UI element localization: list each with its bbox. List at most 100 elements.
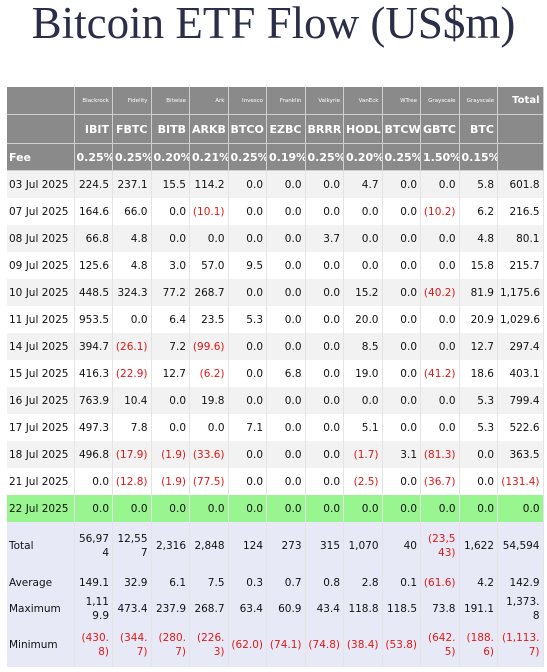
summary-value: (226.3) (189, 623, 229, 667)
flow-value: 0.0 (459, 468, 498, 495)
flow-value: 799.4 (497, 387, 544, 414)
issuer: Grayscale (420, 87, 460, 115)
flow-value: 0.0 (420, 306, 460, 333)
flow-value: 394.7 (74, 333, 113, 360)
summary-value: 6.1 (151, 570, 190, 595)
ticker: ARKB (189, 114, 229, 144)
flow-value: 416.3 (74, 360, 113, 387)
flow-value: 7.1 (228, 414, 267, 441)
flow-value: 0.0 (305, 414, 344, 441)
date: 07 Jul 2025 (7, 198, 75, 225)
flow-value: 125.6 (74, 252, 113, 279)
flow-value: 0.0 (343, 252, 383, 279)
flow-value: 953.5 (74, 306, 113, 333)
summary-row: Total 56,974 12,557 2,316 2,848 124 273 315 1,07… (7, 522, 544, 570)
flow-value: 0.0 (266, 279, 306, 306)
summary-row: Average 149.1 32.9 6.1 7.5 0.3 0.7 0.8 2.8 0.1 (61… (7, 570, 544, 595)
daily-row: 07 Jul 2025 164.6 66.0 0.0 (10.1) 0.0 0.0 0.0 0.… (7, 198, 544, 225)
fee: 0.25% (228, 143, 267, 171)
flow-value: 0.0 (305, 441, 344, 468)
ticker: BTC (459, 114, 498, 144)
ticker: BTCW (382, 114, 421, 144)
date: 10 Jul 2025 (7, 279, 75, 306)
flow-value: 0.0 (266, 441, 306, 468)
ticker: BRRR (305, 114, 344, 144)
flow-value: 0.0 (420, 414, 460, 441)
flow-value: 20.0 (343, 306, 383, 333)
fee: 0.25% (305, 143, 344, 171)
flow-value: 0.0 (151, 495, 190, 522)
flow-value: 215.7 (497, 252, 544, 279)
flow-value: 4.8 (112, 252, 152, 279)
flow-value: 0.0 (305, 306, 344, 333)
flow-value: 0.0 (266, 333, 306, 360)
summary-value: 0.1 (382, 570, 421, 595)
flow-value: 0.0 (382, 198, 421, 225)
daily-row: 15 Jul 2025 416.3 (22.9) 12.7 (6.2) 0.0 6.8 0.0… (7, 360, 544, 387)
date: 03 Jul 2025 (7, 170, 75, 198)
flow-value: 601.8 (497, 170, 544, 198)
summary-value: 2,848 (189, 522, 229, 570)
summary-value: (61.6) (420, 570, 460, 595)
flow-value: 0.0 (305, 333, 344, 360)
flow-value: 0.0 (343, 225, 383, 252)
summary-value: (1,113.7) (497, 623, 544, 667)
flow-value: 3.7 (305, 225, 344, 252)
ticker: FBTC (112, 114, 152, 144)
summary-value: 73.8 (420, 595, 460, 623)
flow-value: 6.8 (266, 360, 306, 387)
flow-value: (36.7) (420, 468, 460, 495)
summary-value: 43.4 (305, 595, 344, 623)
flow-value: 0.0 (305, 252, 344, 279)
flow-value: 0.0 (151, 414, 190, 441)
flow-value: 15.5 (151, 170, 190, 198)
summary-value: 118.8 (343, 595, 383, 623)
flow-value: (1.9) (151, 441, 190, 468)
flow-value: 8.5 (343, 333, 383, 360)
fee: 0.15% (459, 143, 498, 171)
fee: 0.20% (151, 143, 190, 171)
flow-value: 0.0 (382, 360, 421, 387)
summary-value: 149.1 (74, 570, 113, 595)
summary-value: (38.4) (343, 623, 383, 667)
flow-value: 3.1 (382, 441, 421, 468)
summary-value: 32.9 (112, 570, 152, 595)
flow-value: 0.0 (266, 170, 306, 198)
flow-value: 1,029.6 (497, 306, 544, 333)
flow-value: 18.6 (459, 360, 498, 387)
flow-value: 363.5 (497, 441, 544, 468)
flow-value: 19.8 (189, 387, 229, 414)
flow-value: 0.0 (420, 495, 460, 522)
daily-row: 14 Jul 2025 394.7 (26.1) 7.2 (99.6) 0.0 0.0 0.0… (7, 333, 544, 360)
blank (7, 114, 75, 144)
issuer: Grayscale (459, 87, 498, 115)
blank (497, 143, 544, 171)
flow-value: (99.6) (189, 333, 229, 360)
summary-value: 315 (305, 522, 344, 570)
flow-value: 3.0 (151, 252, 190, 279)
flow-value: 4.7 (343, 170, 383, 198)
summary-value: 2.8 (343, 570, 383, 595)
summary-value: 273 (266, 522, 306, 570)
date: 15 Jul 2025 (7, 360, 75, 387)
flow-value: 0.0 (74, 495, 113, 522)
summary-value: (53.8) (382, 623, 421, 667)
corner (7, 87, 75, 115)
flow-value: 0.0 (459, 441, 498, 468)
flow-value: 0.0 (305, 495, 344, 522)
issuer: Invesco (228, 87, 267, 115)
summary-value: (74.8) (305, 623, 344, 667)
summary-value: 60.9 (266, 595, 306, 623)
flow-value: 12.7 (459, 333, 498, 360)
summary-value: 0.3 (228, 570, 267, 595)
daily-row: 22 Jul 2025 0.0 0.0 0.0 0.0 0.0 0.0 0.0 0.0 0.0 0.… (7, 495, 544, 522)
flow-value: 216.5 (497, 198, 544, 225)
date: 22 Jul 2025 (7, 495, 75, 522)
flow-value: 0.0 (112, 495, 152, 522)
summary-value: (280.7) (151, 623, 190, 667)
flow-value: (81.3) (420, 441, 460, 468)
flow-value: 0.0 (459, 495, 498, 522)
flow-value: 1,175.6 (497, 279, 544, 306)
flow-value: 6.4 (151, 306, 190, 333)
date: 17 Jul 2025 (7, 414, 75, 441)
